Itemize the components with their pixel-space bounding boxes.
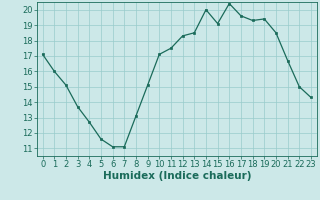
X-axis label: Humidex (Indice chaleur): Humidex (Indice chaleur) xyxy=(102,171,251,181)
